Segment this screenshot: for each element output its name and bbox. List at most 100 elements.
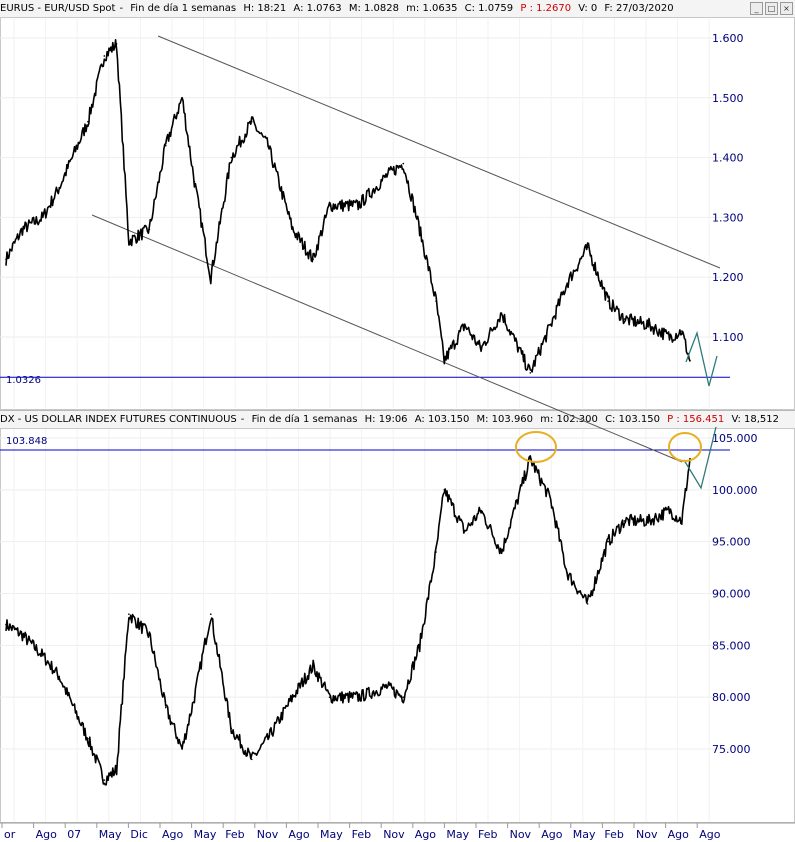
eurusd-data-point <box>681 330 683 332</box>
eurusd-data-point <box>386 174 388 177</box>
eurusd-data-point <box>402 162 405 165</box>
x-tick-label: Nov <box>257 828 279 841</box>
dx-data-point <box>586 603 589 605</box>
dx-level-label: 103.848 <box>6 436 47 447</box>
eurusd-volume: V: 0 <box>578 3 598 14</box>
eurusd-grid <box>0 18 730 408</box>
dx-y-tick-label: 75.000 <box>712 743 751 756</box>
eurusd-y-tick-label: 1.500 <box>712 92 744 105</box>
x-tick-label: Ago <box>699 828 721 841</box>
eurusd-channel-lower <box>91 214 683 463</box>
x-tick-label: May <box>99 828 122 841</box>
x-tick-label: Nov <box>383 828 405 841</box>
eurusd-y-tick-label: 1.300 <box>712 211 744 224</box>
close-button[interactable]: × <box>780 2 793 15</box>
eurusd-close: C: 1.0759 <box>464 3 514 14</box>
dx-panel-header: DX - US DOLLAR INDEX FUTURES CONTINUOUS -… <box>0 410 795 429</box>
dx-y-axis: 105.000 100.000 95.000 90.000 85.000 80.000 75… <box>712 432 758 756</box>
eurusd-level-label: 1.0326 <box>6 375 41 386</box>
eurusd-data-point <box>529 372 532 374</box>
eurusd-high: M: 1.0828 <box>348 3 399 14</box>
dx-data-point <box>463 530 466 533</box>
eurusd-projection-arrow <box>685 330 718 387</box>
dx-data-point <box>115 768 118 771</box>
eurusd-data-point <box>21 228 24 231</box>
dx-data-point <box>291 696 294 698</box>
eurusd-data-point <box>58 186 61 189</box>
dx-data-point <box>58 675 61 678</box>
minimize-button[interactable]: _ <box>750 2 763 15</box>
eurusd-data-point <box>291 228 294 231</box>
dx-high: M: 103.960 <box>476 414 534 425</box>
eurusd-data-point <box>668 336 671 338</box>
eurusd-data-point <box>312 258 314 261</box>
eurusd-y-axis: 1.600 1.500 1.400 1.300 1.200 1.100 <box>712 32 744 344</box>
dx-data-point <box>529 457 532 460</box>
dx-high-highlight-2020 <box>668 432 702 462</box>
x-axis: or Ago 07 May Dic Ago May Feb Nov Ago May Feb Nov Ago… <box>0 822 795 841</box>
dx-data-point <box>21 634 24 636</box>
dx-close: C: 103.150 <box>605 414 660 425</box>
eurusd-data-point <box>443 360 446 362</box>
eurusd-panel-header: EURUS - EUR/USD Spot - Fin de día 1 seman… <box>0 0 795 18</box>
dx-data-point <box>328 696 331 698</box>
eurusd-y-tick-label: 1.400 <box>712 152 744 165</box>
x-tick-label: May <box>446 828 469 841</box>
x-tick-label: Ago <box>288 828 310 841</box>
eurusd-price-line <box>5 38 691 373</box>
x-tick-label: Nov <box>510 828 532 841</box>
eurusd-data-point <box>42 216 44 219</box>
x-tick-label: Ago <box>415 828 437 841</box>
x-tick-label: Ago <box>668 828 690 841</box>
x-tick-label: 07 <box>67 828 81 841</box>
dx-data-point <box>357 696 360 698</box>
eurusd-data-point <box>193 180 196 183</box>
dx-y-tick-label: 85.000 <box>712 639 751 652</box>
dx-data-point <box>250 758 253 761</box>
maximize-button[interactable]: □ <box>765 2 778 15</box>
eurusd-h: H: 18:21 <box>243 3 287 14</box>
dx-data-point <box>5 623 7 626</box>
eurusd-data-point <box>566 282 568 284</box>
dx-resistance-level: 103.848 <box>0 436 730 451</box>
x-tick-label: Ago <box>541 828 563 841</box>
x-tick-label: Feb <box>478 828 497 841</box>
eurusd-data-point <box>164 144 167 147</box>
dx-data-point <box>480 509 482 512</box>
eurusd-channel-upper <box>157 35 721 269</box>
dx-data-point <box>87 737 89 740</box>
dx-y-tick-label: 90.000 <box>712 588 751 601</box>
x-tick-label: May <box>320 828 343 841</box>
x-tick-label: Dic <box>130 828 148 841</box>
x-tick-label: May <box>573 828 596 841</box>
dx-h: H: 19:06 <box>364 414 408 425</box>
x-tick-label: Feb <box>225 828 244 841</box>
eurusd-data-point <box>87 120 89 123</box>
dx-price-series <box>5 455 691 786</box>
eurusd-y-tick-label: 1.200 <box>712 271 744 284</box>
x-tick-label: Feb <box>352 828 371 841</box>
dx-price-line <box>5 455 691 786</box>
dx-data-point <box>312 665 314 667</box>
eurusd-data-point <box>250 120 253 123</box>
dx-data-point <box>230 727 233 730</box>
eurusd-data-point <box>209 276 212 279</box>
dx-data-point <box>500 551 503 553</box>
eurusd-data-point <box>500 312 503 314</box>
eurusd-data-point <box>480 348 482 350</box>
dx-data-point <box>42 654 44 657</box>
dx-volume: V: 18,512 <box>731 414 780 425</box>
dx-p: P : 156.451 <box>667 414 725 425</box>
dx-data-point <box>648 520 650 522</box>
dx-data-point <box>209 613 212 616</box>
dx-data-point <box>193 696 196 698</box>
dx-data-point <box>435 551 437 553</box>
dx-data-point <box>689 457 691 460</box>
window-controls: _ □ × <box>750 2 793 15</box>
eurusd-data-point <box>623 318 626 320</box>
eurusd-data-point <box>328 204 331 207</box>
eurusd-data-point <box>435 300 437 302</box>
dx-data-point <box>164 706 167 709</box>
dx-low: m: 102.300 <box>540 414 598 425</box>
x-tick-label: Nov <box>636 828 658 841</box>
